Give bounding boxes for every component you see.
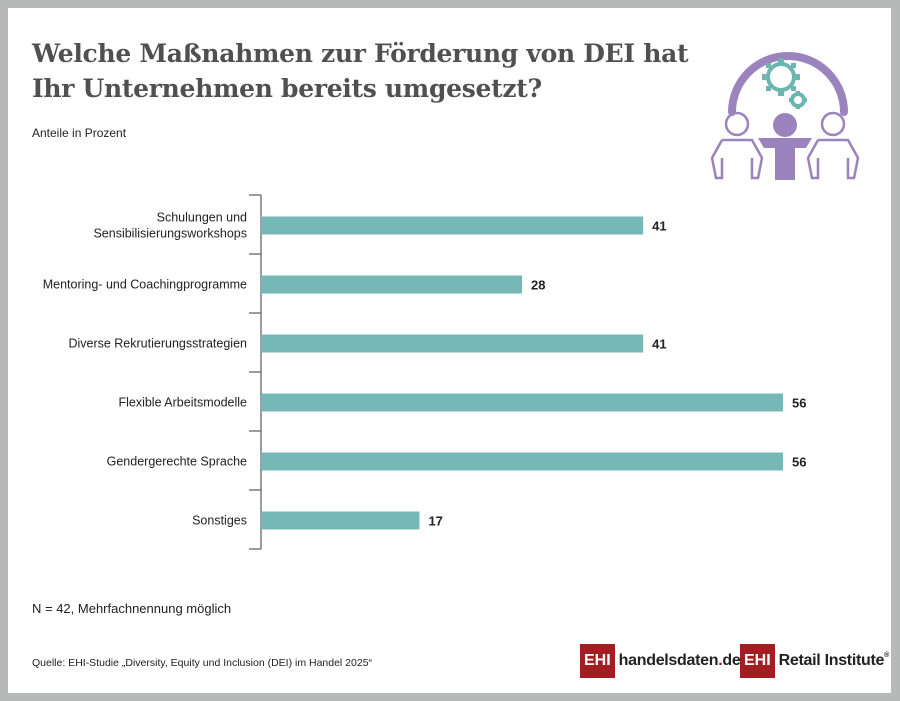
category-label: Mentoring- und Coachingprogramme bbox=[43, 278, 247, 292]
bar bbox=[261, 511, 420, 530]
ehi-retail-institute-logo[interactable]: EHI Retail Institute® bbox=[740, 644, 889, 678]
handelsdaten-logo[interactable]: EHI handelsdaten.de bbox=[580, 644, 741, 678]
bar bbox=[261, 216, 644, 235]
category-label: Gendergerechte Sprache bbox=[107, 455, 247, 469]
data-label: 56 bbox=[792, 396, 806, 411]
bar bbox=[261, 393, 783, 412]
data-label: 17 bbox=[428, 514, 442, 529]
source-note: Quelle: EHI-Studie „Diversity, Equity un… bbox=[32, 657, 373, 669]
category-label: Flexible Arbeitsmodelle bbox=[118, 396, 247, 410]
ehi-box: EHI bbox=[580, 644, 615, 678]
bar bbox=[261, 334, 644, 353]
handelsdaten-text: handelsdaten.de bbox=[618, 652, 741, 669]
category-label: Schulungen und bbox=[157, 211, 247, 225]
title-line-2: Ihr Unternehmen bereits umgesetzt? bbox=[32, 74, 542, 103]
data-label: 56 bbox=[792, 455, 806, 470]
data-label: 41 bbox=[652, 219, 666, 234]
category-label: Diverse Rekrutierungsstrategien bbox=[68, 337, 247, 351]
chart-title: Welche Maßnahmen zur Förderung von DEI h… bbox=[32, 36, 689, 106]
category-label: Sonstiges bbox=[192, 514, 247, 528]
bar bbox=[261, 452, 783, 471]
bar bbox=[261, 275, 522, 294]
sample-note: N = 42, Mehrfachnennung möglich bbox=[32, 601, 232, 616]
chart-subtitle: Anteile in Prozent bbox=[32, 126, 127, 140]
team-meeting-gears-icon bbox=[710, 52, 860, 180]
ehi-box: EHI bbox=[740, 644, 775, 678]
retail-institute-text: Retail Institute® bbox=[778, 652, 890, 669]
data-label: 41 bbox=[652, 337, 666, 352]
title-line-1: Welche Maßnahmen zur Förderung von DEI h… bbox=[32, 39, 689, 68]
category-label: Sensibilisierungsworkshops bbox=[93, 227, 247, 241]
data-label: 28 bbox=[531, 278, 545, 293]
